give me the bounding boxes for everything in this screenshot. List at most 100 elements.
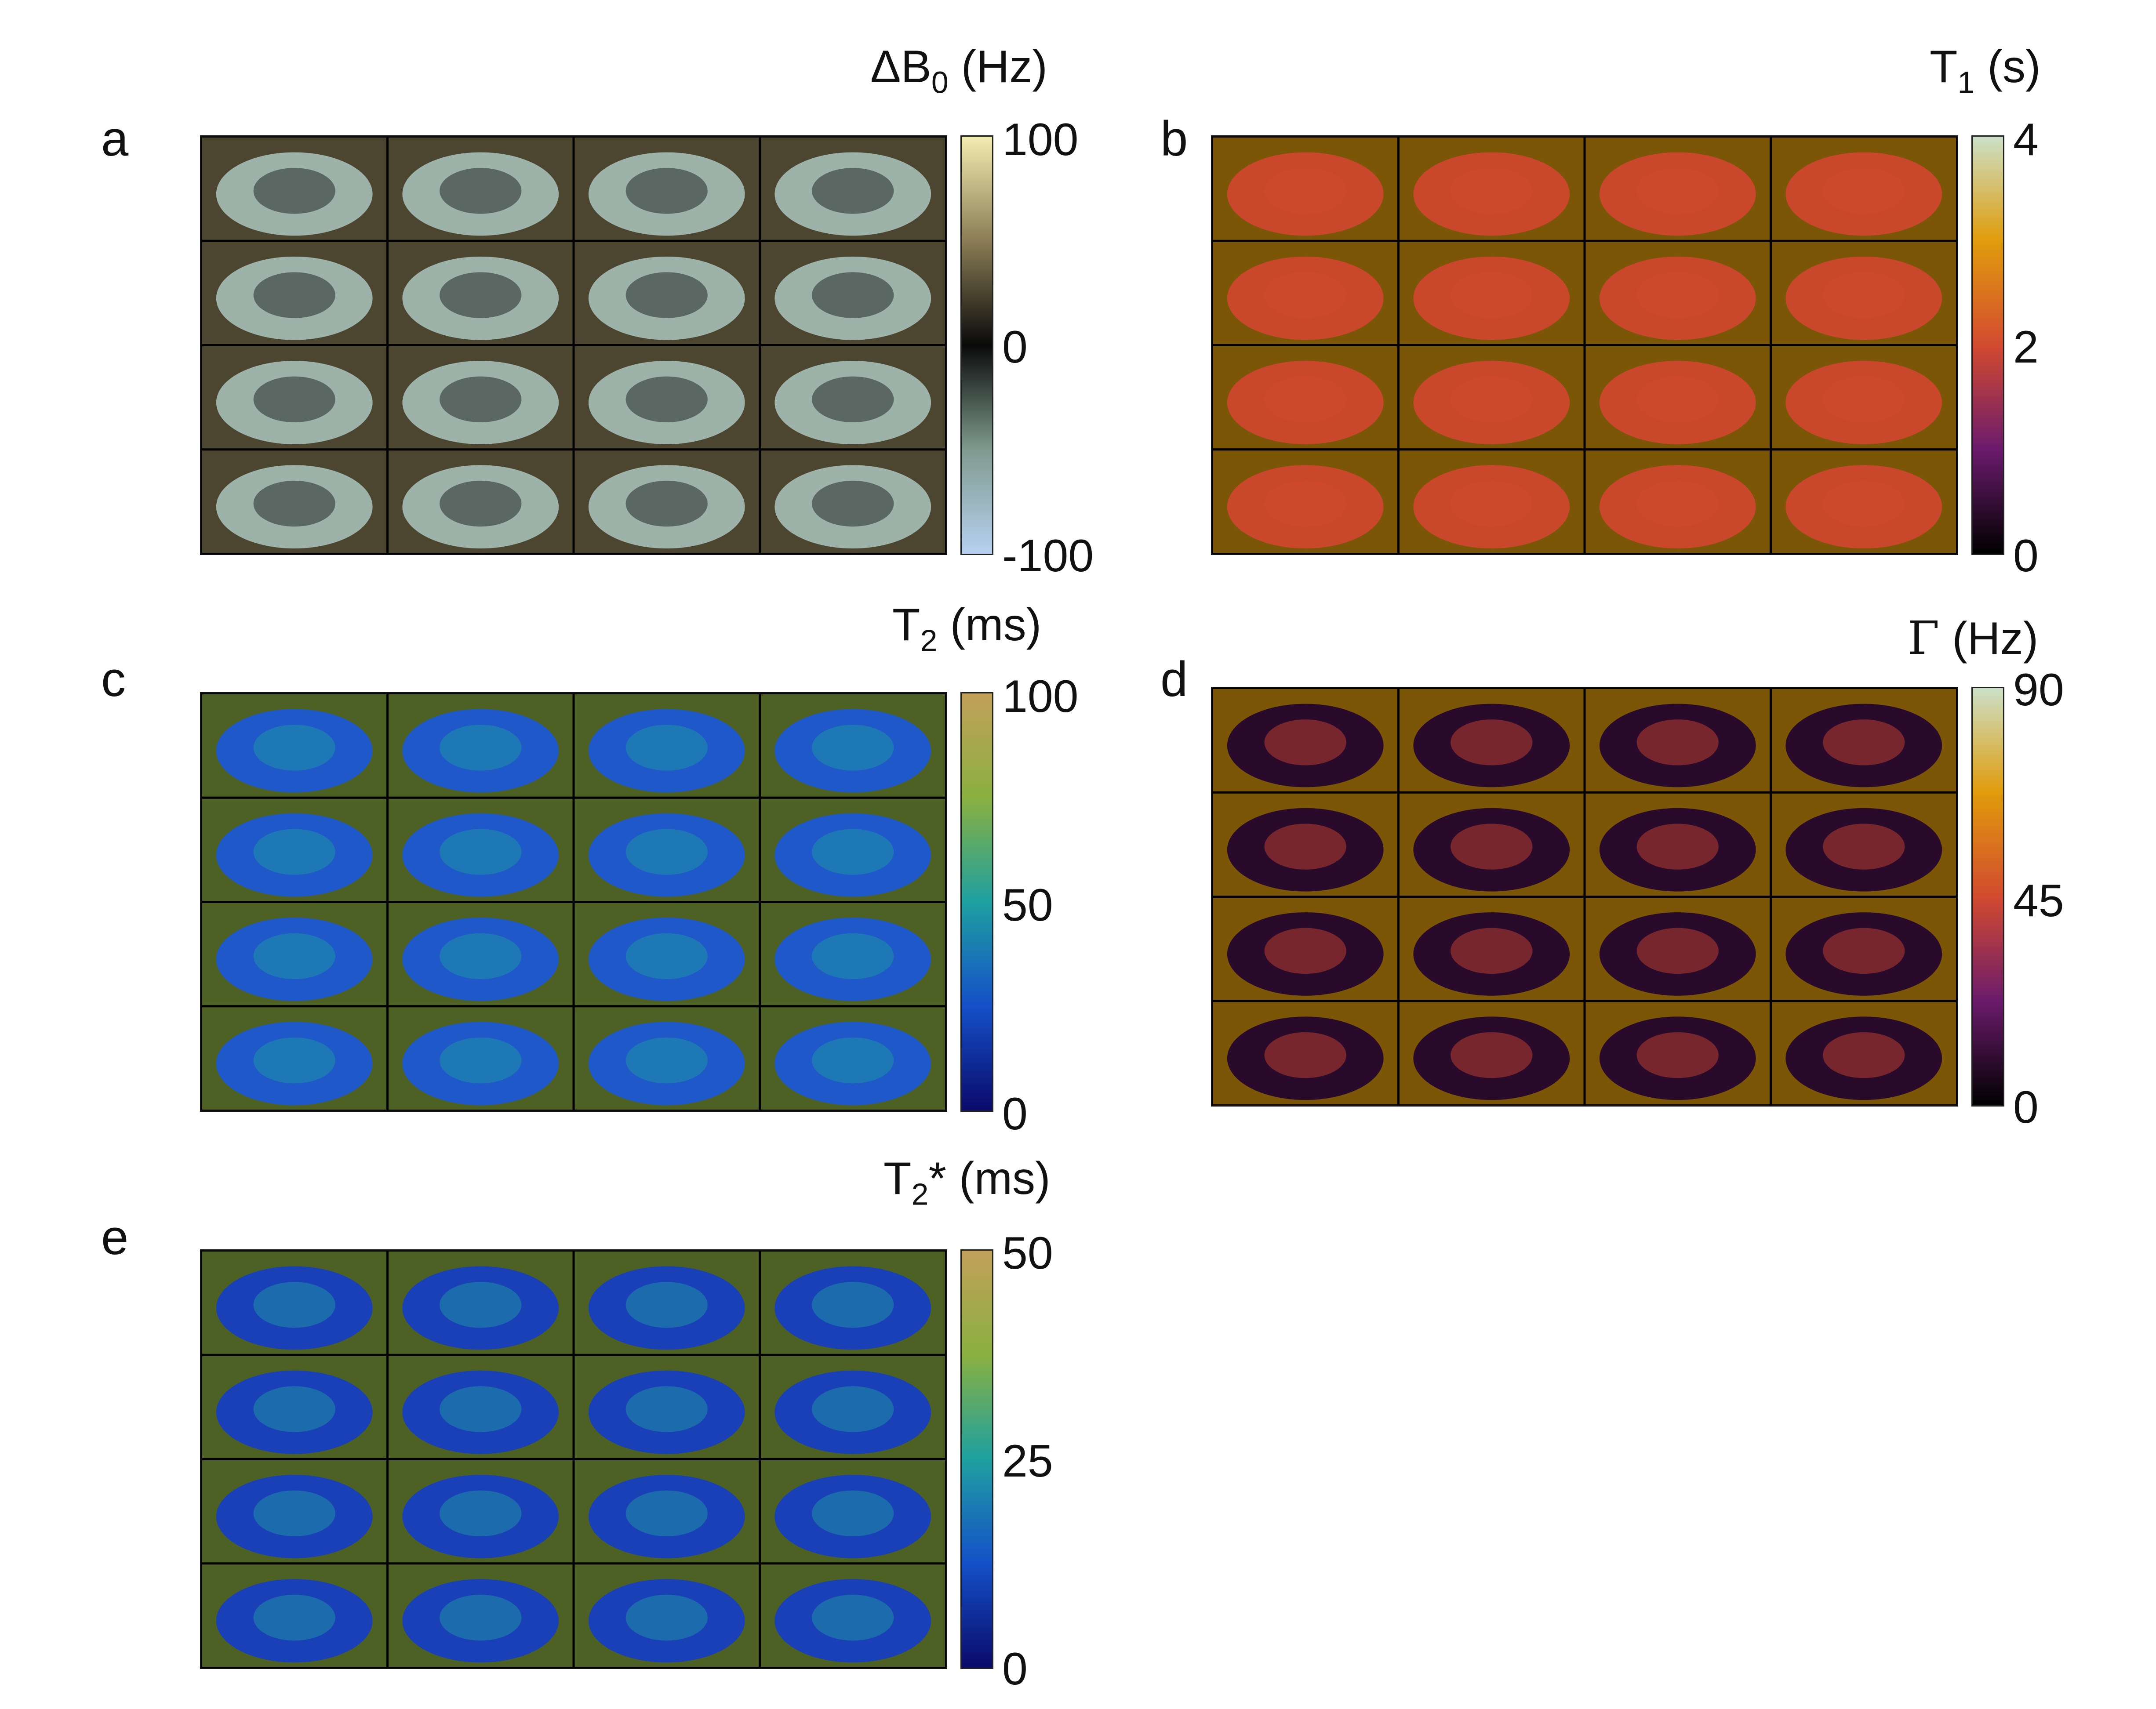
brain-slice xyxy=(1213,137,1398,240)
brain-slice xyxy=(1213,450,1398,553)
colorbar-tick-min: 0 xyxy=(1002,1089,1028,1139)
colorbar-tick-max: 100 xyxy=(1002,114,1079,165)
brain-slice xyxy=(202,1564,387,1667)
brain-slice xyxy=(1399,346,1584,449)
colorbar xyxy=(1971,135,2004,555)
title-symbol: Γ xyxy=(1908,611,1940,665)
brain-slice xyxy=(760,1007,945,1110)
colorbar-tick-mid: 50 xyxy=(1002,880,1053,931)
panel-letter: d xyxy=(1160,652,1188,707)
colorbar-tick-max: 4 xyxy=(2013,114,2039,165)
title-symbol: T xyxy=(1930,41,1958,92)
slice-grid xyxy=(201,693,946,1110)
slice-grid xyxy=(1212,688,1957,1105)
colorbar-tick-mid: 25 xyxy=(1002,1436,1053,1487)
brain-slice xyxy=(388,137,573,240)
slice-montage xyxy=(200,135,947,555)
title-unit: (Hz) xyxy=(1939,613,2039,664)
brain-slice xyxy=(202,137,387,240)
brain-slice xyxy=(388,903,573,1005)
brain-slice xyxy=(1399,137,1584,240)
brain-slice xyxy=(1771,242,1956,345)
title-subscript: 2 xyxy=(911,1177,929,1212)
brain-slice xyxy=(202,1007,387,1110)
brain-slice xyxy=(1585,242,1770,345)
colorbar-title: T2 (ms) xyxy=(892,599,1042,656)
colorbar-tick-mid: 45 xyxy=(2013,875,2064,926)
brain-slice xyxy=(202,1251,387,1354)
panel-d: d Γ (Hz) 90 45 0 xyxy=(1099,602,2110,1130)
brain-slice xyxy=(1771,450,1956,553)
slice-montage xyxy=(1211,687,1958,1107)
brain-slice xyxy=(1771,1001,1956,1105)
brain-slice xyxy=(760,1251,945,1354)
brain-slice xyxy=(1585,346,1770,449)
slice-montage xyxy=(1211,135,1958,555)
brain-slice xyxy=(574,450,759,553)
panel-e: e T2* (ms) 50 25 0 xyxy=(88,1153,1099,1692)
title-symbol: T xyxy=(892,599,920,650)
colorbar-tick-min: 0 xyxy=(1002,1644,1028,1694)
panel-letter: a xyxy=(101,111,129,166)
brain-slice xyxy=(388,1007,573,1110)
brain-slice xyxy=(388,242,573,345)
brain-slice xyxy=(760,903,945,1005)
slice-grid xyxy=(1212,137,1957,554)
brain-slice xyxy=(1771,793,1956,896)
panel-c: c T2 (ms) 100 50 0 xyxy=(88,599,1099,1137)
brain-slice xyxy=(760,1564,945,1667)
colorbar-tick-min: 0 xyxy=(2013,1082,2039,1133)
panel-letter: e xyxy=(101,1210,129,1265)
brain-slice xyxy=(202,346,387,449)
colorbar-tick-min: -100 xyxy=(1002,530,1094,581)
brain-slice xyxy=(388,346,573,449)
brain-slice xyxy=(388,1564,573,1667)
title-unit: * (ms) xyxy=(928,1153,1051,1204)
brain-slice xyxy=(1399,450,1584,553)
panel-letter: c xyxy=(101,652,126,707)
title-subscript: 2 xyxy=(920,623,938,658)
brain-slice xyxy=(1771,346,1956,449)
brain-slice xyxy=(1399,242,1584,345)
brain-slice xyxy=(1213,793,1398,896)
colorbar-title: Γ (Hz) xyxy=(1908,615,2038,661)
brain-slice xyxy=(574,1251,759,1354)
brain-slice xyxy=(574,242,759,345)
brain-slice xyxy=(1213,689,1398,792)
colorbar xyxy=(1971,687,2004,1107)
brain-slice xyxy=(574,1356,759,1459)
brain-slice xyxy=(1213,242,1398,345)
colorbar-title: T1 (s) xyxy=(1930,41,2041,98)
brain-slice xyxy=(1585,897,1770,1000)
brain-slice xyxy=(202,242,387,345)
title-unit: (ms) xyxy=(937,599,1042,650)
brain-slice xyxy=(1585,137,1770,240)
title-unit: (Hz) xyxy=(948,41,1048,92)
slice-grid xyxy=(201,137,946,554)
brain-slice xyxy=(1585,793,1770,896)
brain-slice xyxy=(1771,137,1956,240)
brain-slice xyxy=(760,798,945,901)
brain-slice xyxy=(1399,689,1584,792)
brain-slice xyxy=(388,1460,573,1563)
panel-letter: b xyxy=(1160,111,1188,166)
colorbar xyxy=(960,692,993,1112)
brain-slice xyxy=(574,1460,759,1563)
brain-slice xyxy=(388,450,573,553)
brain-slice xyxy=(202,798,387,901)
colorbar-tick-min: 0 xyxy=(2013,530,2039,581)
title-symbol: ΔB xyxy=(870,41,931,92)
slice-grid xyxy=(201,1251,946,1668)
title-symbol: T xyxy=(883,1153,912,1204)
brain-slice xyxy=(574,798,759,901)
brain-slice xyxy=(202,903,387,1005)
brain-slice xyxy=(1585,450,1770,553)
panel-b: b T1 (s) 4 2 0 xyxy=(1099,41,2110,579)
colorbar-tick-max: 50 xyxy=(1002,1228,1053,1279)
brain-slice xyxy=(1771,897,1956,1000)
brain-slice xyxy=(574,1564,759,1667)
brain-slice xyxy=(760,242,945,345)
brain-slice xyxy=(388,1251,573,1354)
brain-slice xyxy=(760,346,945,449)
slice-montage xyxy=(200,1249,947,1669)
